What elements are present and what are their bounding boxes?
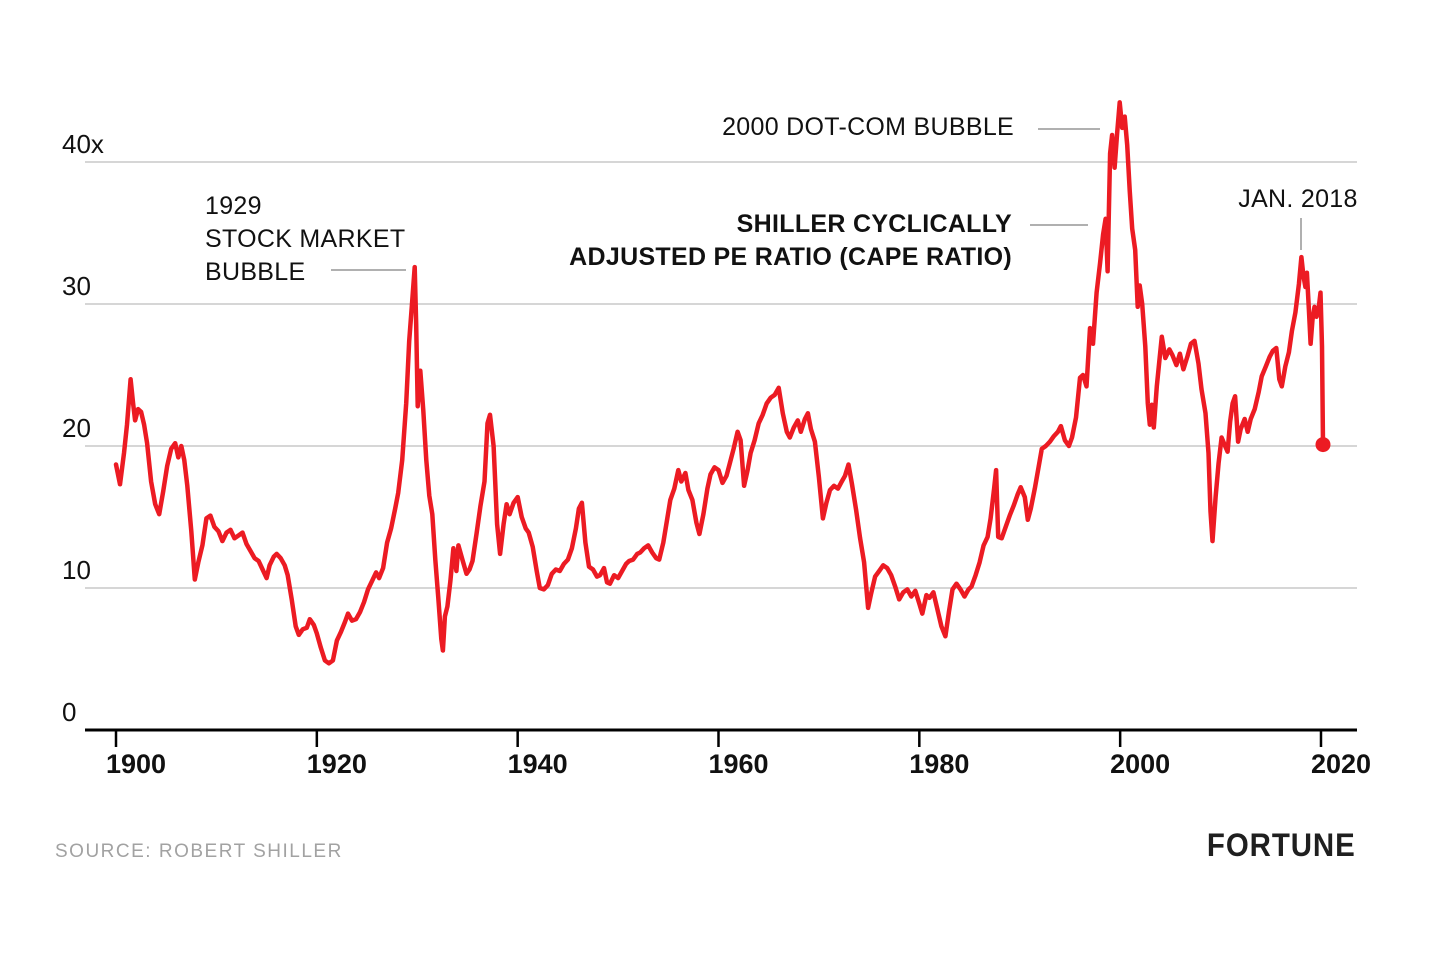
x-axis-label-1900: 1900 (106, 749, 166, 779)
annotation-1929-line1: 1929 (205, 192, 262, 220)
source-credit: SOURCE: ROBERT SHILLER (55, 841, 343, 862)
annotation-dotcom-bubble: 2000 DOT-COM BUBBLE (722, 113, 1014, 141)
x-axis-label-2020: 2020 (1311, 749, 1371, 779)
latest-value-dot (1315, 437, 1331, 453)
chart-title-connector-line (1030, 224, 1088, 226)
annotation-1929-bubble: 1929 STOCK MARKET BUBBLE (205, 190, 405, 289)
annotation-jan-2018-connector-line (1300, 218, 1302, 250)
fortune-logo: FORTUNE (1207, 827, 1356, 863)
x-axis-label-2000: 2000 (1110, 749, 1170, 779)
y-axis-label-0: 0 (62, 697, 76, 727)
chart-title-line1: SHILLER CYCLICALLY (736, 210, 1012, 238)
annotation-jan-2018: JAN. 2018 (1238, 185, 1358, 213)
x-axis-label-1920: 1920 (307, 749, 367, 779)
y-axis-label-40: 40x (62, 129, 104, 159)
x-axis-label-1960: 1960 (708, 749, 768, 779)
annotation-1929-line2: STOCK MARKET (205, 225, 406, 253)
chart-title-line2: ADJUSTED PE RATIO (CAPE RATIO) (569, 243, 1012, 271)
annotation-dotcom-connector-line (1038, 128, 1100, 130)
y-axis-label-10: 10 (62, 555, 91, 585)
y-axis-label-20: 20 (62, 413, 91, 443)
y-axis-label-30: 30 (62, 271, 91, 301)
x-axis-label-1980: 1980 (909, 749, 969, 779)
chart-title: SHILLER CYCLICALLY ADJUSTED PE RATIO (CA… (569, 208, 1012, 274)
annotation-1929-connector-line (331, 269, 406, 271)
annotation-1929-line3: BUBBLE (205, 258, 306, 286)
cape-ratio-line (113, 100, 1326, 666)
x-axis-label-1940: 1940 (508, 749, 568, 779)
